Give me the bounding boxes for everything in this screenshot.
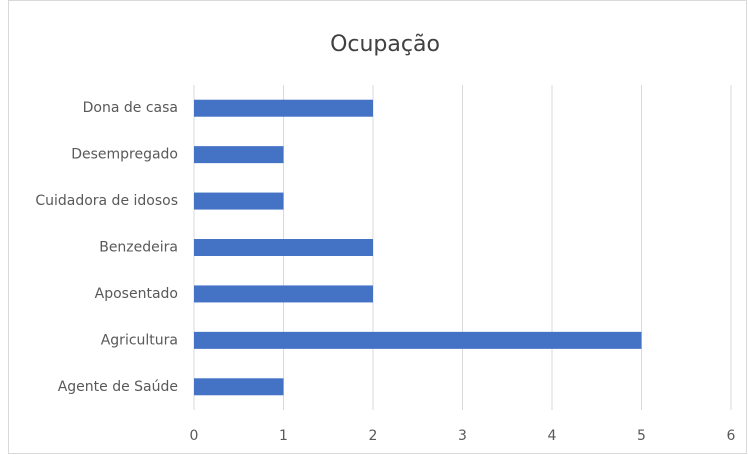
bar xyxy=(194,146,284,164)
x-tick-label: 2 xyxy=(369,428,378,444)
y-tick-label: Dona de casa xyxy=(83,100,178,116)
bar xyxy=(194,285,373,303)
y-tick-label: Agente de Saúde xyxy=(58,379,178,395)
bar xyxy=(194,192,284,210)
bar xyxy=(194,239,373,256)
x-tick-label: 0 xyxy=(190,428,199,444)
chart-title: Ocupação xyxy=(330,32,440,57)
chart-border xyxy=(8,0,747,454)
x-tick-label: 6 xyxy=(727,428,736,444)
bar xyxy=(194,378,284,396)
bar xyxy=(194,99,373,117)
y-tick-label: Cuidadora de idosos xyxy=(35,193,178,209)
x-tick-label: 3 xyxy=(458,428,467,444)
x-tick-label: 4 xyxy=(548,428,557,444)
y-tick-label: Desempregado xyxy=(71,147,178,163)
y-tick-label: Aposentado xyxy=(95,286,178,302)
y-tick-label: Agricultura xyxy=(101,332,178,348)
y-tick-label: Benzedeira xyxy=(99,240,178,256)
x-tick-label: 5 xyxy=(637,428,646,444)
bar xyxy=(194,331,642,349)
x-tick-label: 1 xyxy=(279,428,288,444)
